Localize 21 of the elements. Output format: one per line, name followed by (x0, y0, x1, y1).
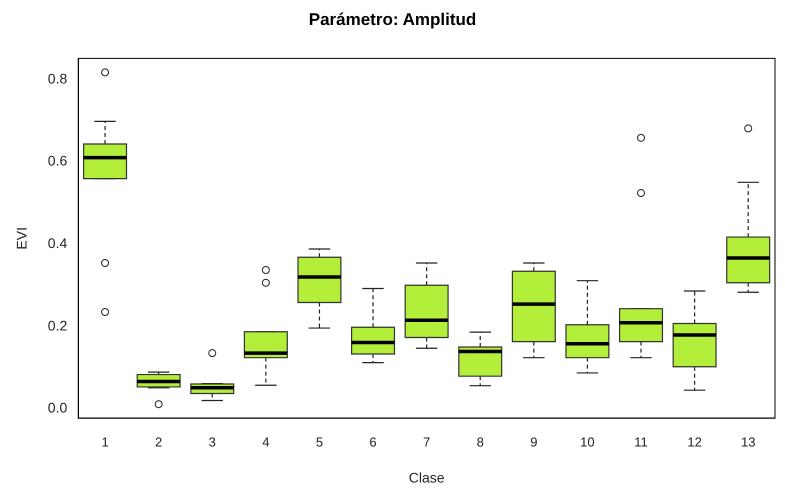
x-tick-label: 12 (687, 434, 702, 450)
y-axis-title: EVI (13, 227, 30, 250)
x-tick-label: 4 (262, 434, 270, 450)
x-tick-label: 1 (101, 434, 109, 450)
y-tick-label: 0.4 (48, 234, 68, 251)
x-tick-label: 3 (208, 434, 216, 450)
x-tick-label: 5 (316, 434, 324, 450)
x-tick-label: 10 (580, 434, 595, 450)
x-tick-label: 9 (530, 434, 538, 450)
y-tick-label: 0.2 (48, 317, 68, 334)
x-tick-label: 2 (155, 434, 162, 450)
x-tick-label: 13 (740, 434, 756, 450)
y-tick-label: 0.8 (48, 70, 68, 86)
y-tick-label: 0.0 (48, 400, 68, 416)
chart-title: Parámetro: Amplitud (308, 10, 476, 29)
y-tick-label: 0.6 (48, 152, 68, 169)
x-tick-label: 11 (634, 434, 648, 450)
x-tick-label: 7 (423, 434, 430, 450)
x-tick-label: 6 (369, 434, 377, 450)
x-tick-label: 8 (476, 434, 484, 450)
x-axis-title: Clase (408, 469, 445, 486)
